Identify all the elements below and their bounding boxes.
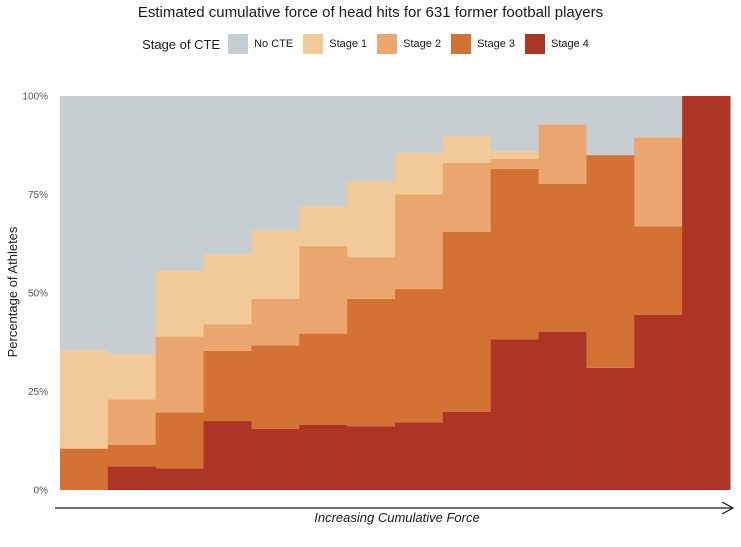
bar-segment-no-cte — [490, 96, 540, 152]
bar-segment-stage-1 — [347, 181, 396, 258]
bar-segment-no-cte — [251, 96, 300, 230]
bar-segment-stage-1 — [155, 271, 205, 337]
bar-segment-stage-1 — [490, 151, 540, 160]
legend-item-stage-3: Stage 3 — [451, 34, 515, 54]
bar-segment-no-cte — [299, 96, 348, 207]
bar-segment-stage-3 — [203, 350, 252, 422]
bar-segment-stage-4 — [347, 426, 396, 490]
legend-label: No CTE — [254, 38, 294, 50]
legend-title: Stage of CTE — [142, 36, 221, 52]
bar-segment-stage-2 — [538, 124, 587, 184]
y-tick-label: 75% — [28, 190, 48, 201]
bar-segment-no-cte — [107, 96, 157, 355]
legend-label: Stage 2 — [403, 38, 442, 50]
bar-segment-stage-1 — [60, 350, 109, 449]
bar-segment-stage-3 — [299, 333, 348, 425]
legend-swatch — [377, 34, 398, 54]
legend-item-no-cte: No CTE — [228, 34, 293, 54]
legend-swatch — [228, 34, 249, 54]
bar-segment-no-cte — [347, 96, 396, 182]
bar-segment-stage-2 — [490, 159, 540, 169]
bar-segment-no-cte — [538, 96, 587, 125]
y-tick-label: 25% — [28, 387, 48, 398]
bar-segment-stage-2 — [395, 194, 444, 290]
bar-segment-stage-4 — [682, 96, 731, 490]
bar-segment-stage-3 — [490, 168, 540, 340]
bar-segment-stage-2 — [107, 399, 157, 445]
chart-title: Estimated cumulative force of head hits … — [137, 4, 604, 21]
legend-item-stage-1: Stage 1 — [303, 34, 367, 54]
legend-swatch — [451, 34, 472, 54]
bar-segment-stage-4 — [299, 424, 348, 490]
bar-segment-stage-3 — [60, 448, 109, 490]
bar-segment-stage-1 — [442, 136, 492, 163]
bar-segment-stage-3 — [251, 345, 300, 429]
bar-segment-stage-3 — [155, 412, 205, 469]
bar-segment-stage-2 — [299, 246, 348, 334]
bar-segment-stage-3 — [634, 226, 683, 315]
legend-label: Stage 1 — [329, 38, 368, 50]
legend-label: Stage 4 — [551, 38, 589, 50]
bar-segment-stage-2 — [251, 298, 300, 346]
bar-segment-stage-3 — [586, 155, 635, 368]
y-tick-label: 0% — [34, 486, 49, 497]
bar-segment-no-cte — [395, 96, 444, 154]
bar-segment-no-cte — [634, 96, 683, 138]
bar-segment-stage-3 — [347, 298, 396, 427]
legend-swatch — [525, 34, 545, 54]
bar-segment-stage-4 — [442, 411, 492, 490]
bar-segment-no-cte — [60, 96, 109, 351]
bar-segment-stage-3 — [442, 231, 492, 412]
bar-segment-stage-1 — [395, 153, 444, 195]
bar-segment-stage-3 — [395, 289, 444, 423]
bar-segment-stage-2 — [634, 137, 683, 227]
plot-area — [60, 96, 731, 490]
bar-segment-stage-4 — [395, 422, 444, 490]
bar-segment-stage-2 — [347, 257, 396, 299]
x-axis-title: Increasing Cumulative Force — [314, 510, 479, 525]
x-axis-arrowhead — [721, 501, 735, 515]
y-axis: 0% 25% 50% 75% 100% — [22, 92, 48, 497]
bar-segment-stage-2 — [442, 162, 492, 232]
bar-segment-stage-2 — [203, 324, 252, 351]
bar-segment-stage-4 — [203, 421, 252, 490]
bar-segment-stage-4 — [538, 331, 587, 490]
bar-segment-stage-4 — [155, 468, 205, 490]
bar-segment-no-cte — [155, 96, 205, 272]
y-tick-label: 50% — [28, 289, 48, 300]
bar-segment-stage-1 — [203, 254, 252, 325]
legend-item-stage-4: Stage 4 — [525, 34, 589, 54]
bar-segment-no-cte — [203, 96, 252, 255]
bar-segment-stage-2 — [155, 336, 205, 413]
bar-segment-stage-4 — [251, 428, 300, 490]
bar-segment-no-cte — [442, 96, 492, 137]
bar-segment-stage-1 — [299, 206, 348, 247]
bar-segment-stage-4 — [107, 466, 157, 490]
y-axis-title: Percentage of Athletes — [5, 226, 20, 357]
legend-label: Stage 3 — [477, 38, 515, 50]
legend-item-stage-2: Stage 2 — [377, 34, 441, 54]
bar-segment-stage-1 — [107, 354, 157, 400]
bar-segment-stage-3 — [538, 183, 587, 332]
bar-segment-stage-4 — [586, 367, 635, 490]
legend: Stage of CTE No CTE Stage 1 Stage 2 Stag… — [0, 34, 741, 54]
y-tick-label: 100% — [22, 92, 48, 103]
bar-segment-no-cte — [586, 96, 635, 156]
legend-swatch — [303, 34, 324, 54]
bar-segment-stage-4 — [490, 339, 540, 490]
bar-segment-stage-3 — [107, 444, 157, 467]
bar-segment-stage-4 — [634, 314, 683, 490]
bar-segment-stage-1 — [251, 229, 300, 299]
